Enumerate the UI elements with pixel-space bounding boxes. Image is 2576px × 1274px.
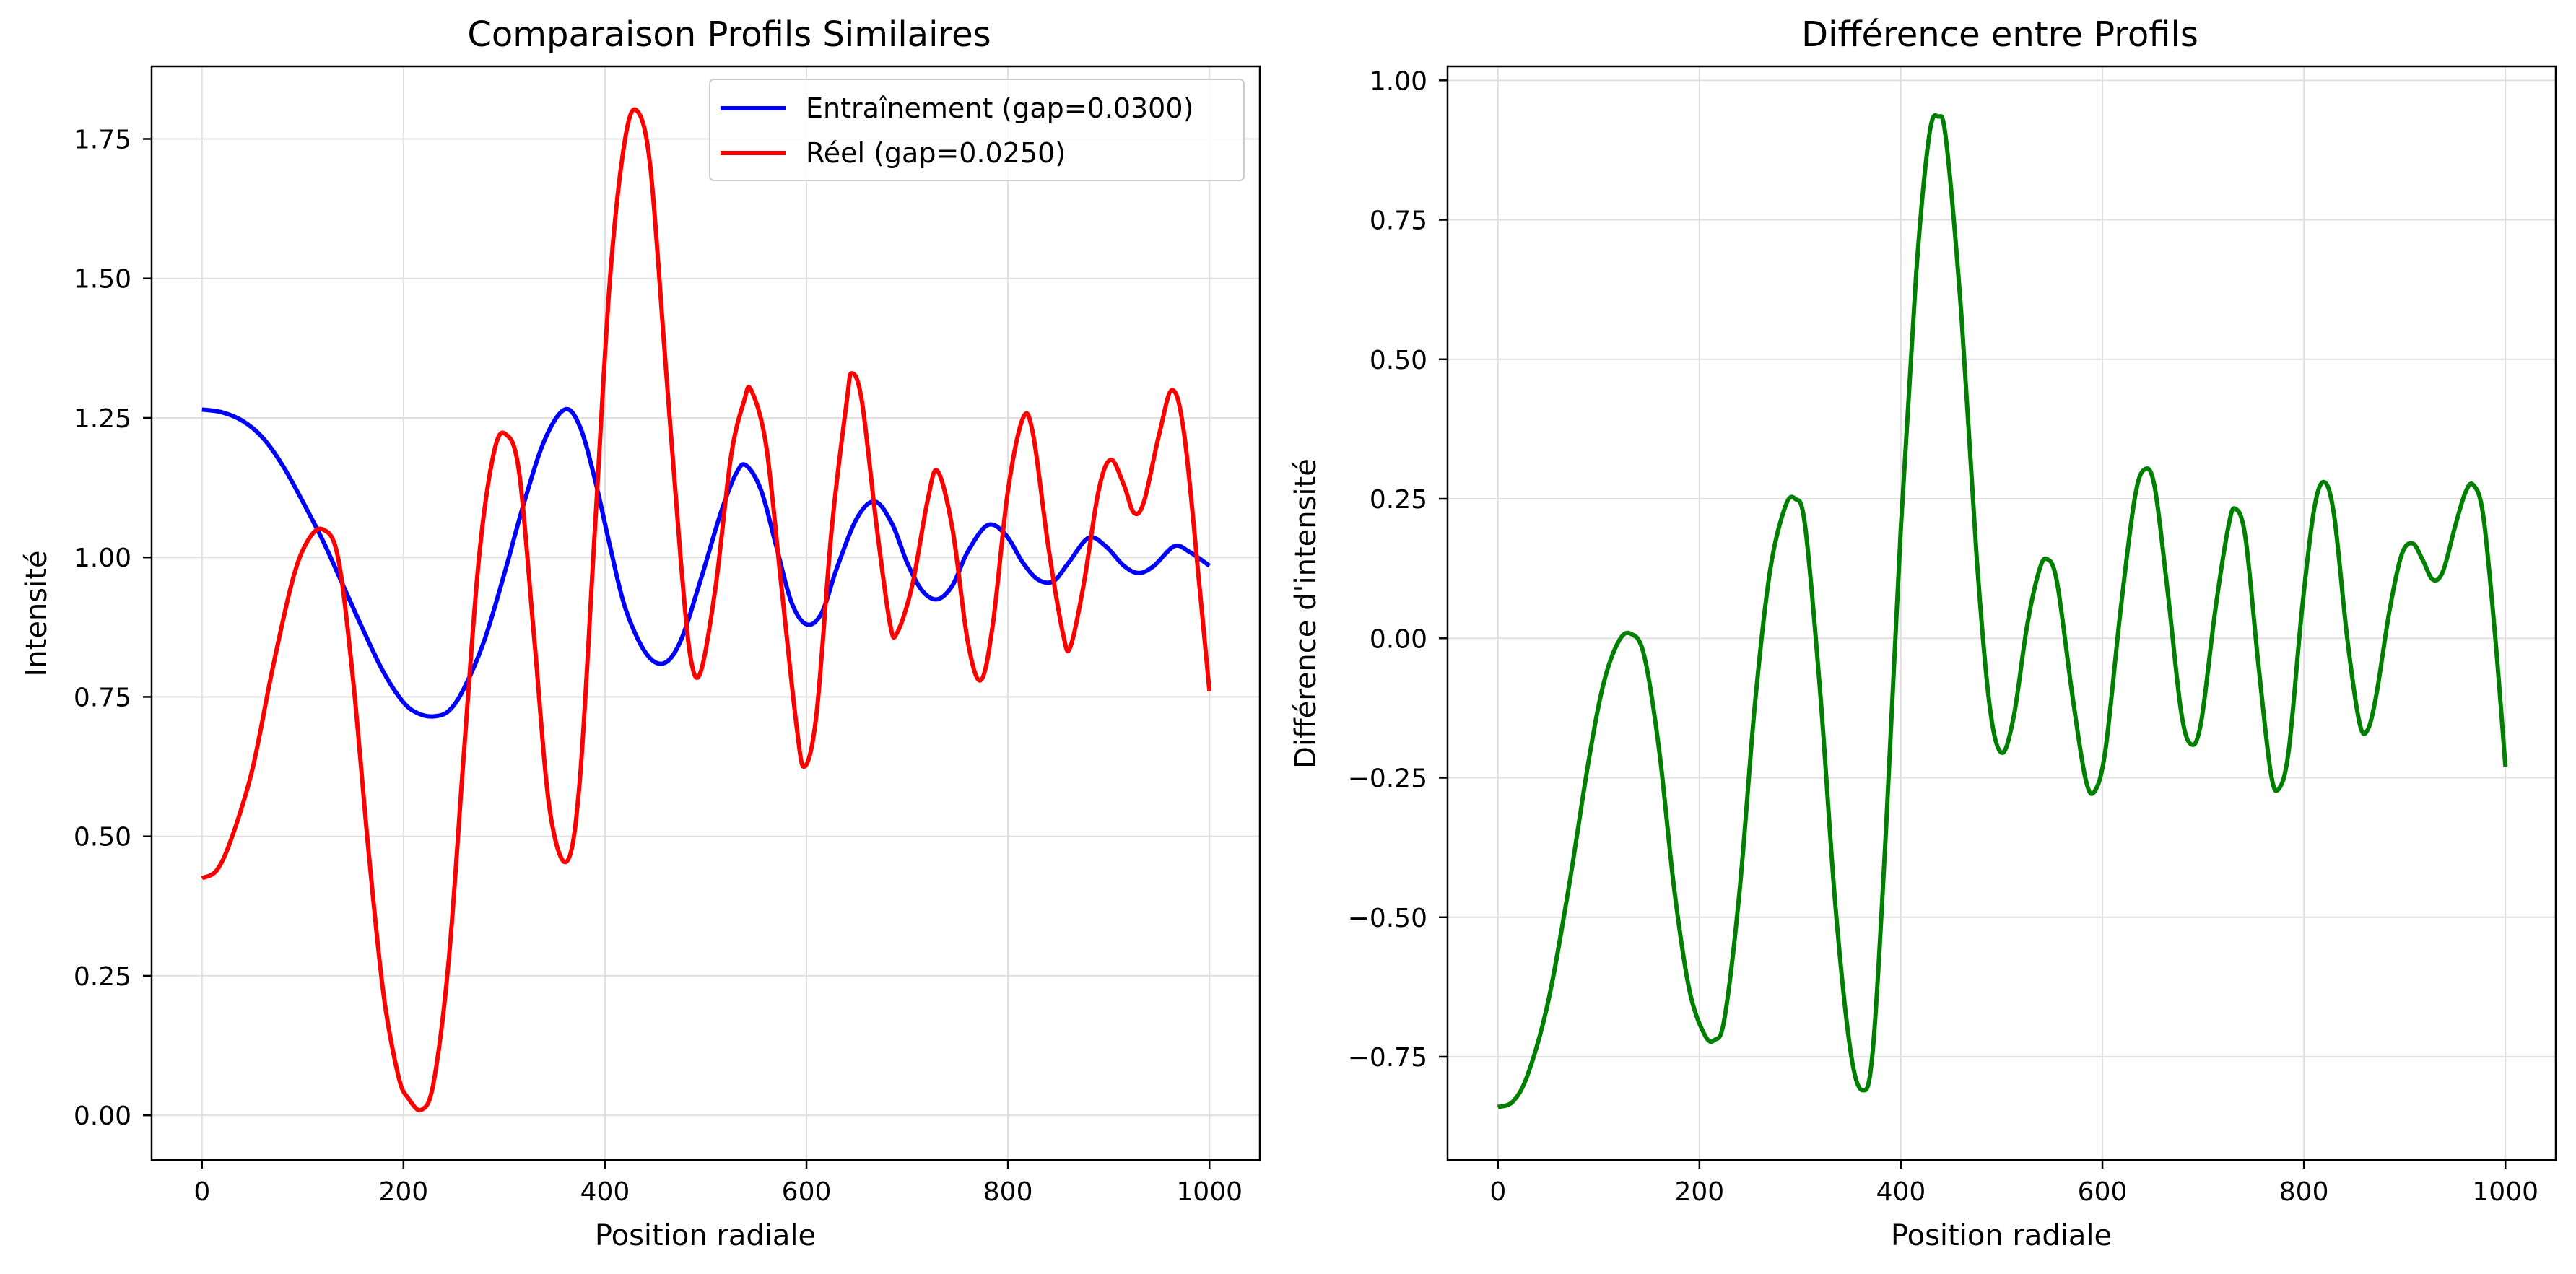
right-x-axis-label: Position radiale [1891, 1219, 2112, 1252]
right-y-tick-label: 0.75 [1370, 206, 1427, 236]
right-grid [1448, 66, 2556, 1160]
left-series-line-0 [201, 406, 1211, 719]
left-chart: Comparaison Profils Similaires 0 200 400 60… [20, 14, 1261, 1252]
right-x-tick-label: 600 [2078, 1177, 2128, 1207]
right-y-tick-label: 0.25 [1370, 485, 1427, 515]
left-series [201, 107, 1212, 1113]
right-x-tick-label: 800 [2279, 1177, 2329, 1207]
left-series-line-1 [201, 107, 1212, 1113]
right-x-tick-label: 200 [1675, 1177, 1725, 1207]
left-x-tick-label: 600 [782, 1177, 832, 1207]
left-x-tick-label: 800 [983, 1177, 1033, 1207]
left-y-ticks: 0.00 0.25 0.50 0.75 1.00 1.25 1.50 1.75 [74, 125, 152, 1131]
right-y-tick-label: 0.50 [1370, 346, 1427, 375]
left-y-tick-label: 1.00 [74, 544, 131, 573]
left-x-tick-label: 1000 [1176, 1177, 1243, 1207]
legend-label-real: Réel (gap=0.0250) [806, 137, 1066, 169]
right-x-tick-label: 400 [1876, 1177, 1926, 1207]
right-y-ticks: −0.75 −0.50 −0.25 0.00 0.25 0.50 0.75 1.00 [1348, 66, 1448, 1073]
left-x-ticks: 0 200 400 600 800 1000 [193, 1160, 1243, 1207]
right-x-ticks: 0 200 400 600 800 1000 [1489, 1160, 2538, 1207]
left-y-tick-label: 0.75 [74, 683, 131, 712]
right-y-axis-label: Différence d'intensité [1289, 458, 1323, 769]
left-x-tick-label: 0 [193, 1177, 210, 1207]
right-x-tick-label: 0 [1489, 1177, 1506, 1207]
right-series [1497, 113, 2508, 1109]
left-y-tick-label: 0.50 [74, 823, 131, 852]
right-series-line-0 [1497, 113, 2508, 1109]
left-y-axis-label: Intensité [20, 550, 53, 676]
legend: Entraînement (gap=0.0300) Réel (gap=0.02… [709, 79, 1245, 181]
right-chart: Différence entre Profils 0 200 400 600 800 10… [1289, 14, 2557, 1252]
left-y-tick-label: 0.00 [74, 1101, 131, 1131]
right-chart-title: Différence entre Profils [1801, 14, 2198, 55]
left-chart-title: Comparaison Profils Similaires [467, 14, 991, 55]
left-x-axis-label: Position radiale [595, 1219, 816, 1252]
right-x-tick-label: 1000 [2472, 1177, 2538, 1207]
right-y-tick-label: 0.00 [1370, 624, 1427, 654]
right-plot-frame [1446, 65, 2557, 1161]
left-x-tick-label: 400 [580, 1177, 630, 1207]
right-y-tick-label: 1.00 [1370, 66, 1427, 96]
left-plot-frame [150, 65, 1261, 1161]
right-y-tick-label: −0.25 [1348, 764, 1427, 794]
right-y-tick-label: −0.50 [1348, 904, 1427, 933]
right-y-tick-label: −0.75 [1348, 1043, 1427, 1073]
left-y-tick-label: 0.25 [74, 962, 131, 992]
legend-box [709, 79, 1245, 181]
left-y-tick-label: 1.75 [74, 125, 131, 154]
left-x-tick-label: 200 [379, 1177, 429, 1207]
legend-label-train: Entraînement (gap=0.0300) [806, 92, 1193, 124]
left-y-tick-label: 1.25 [74, 404, 131, 434]
left-y-tick-label: 1.50 [74, 265, 131, 294]
